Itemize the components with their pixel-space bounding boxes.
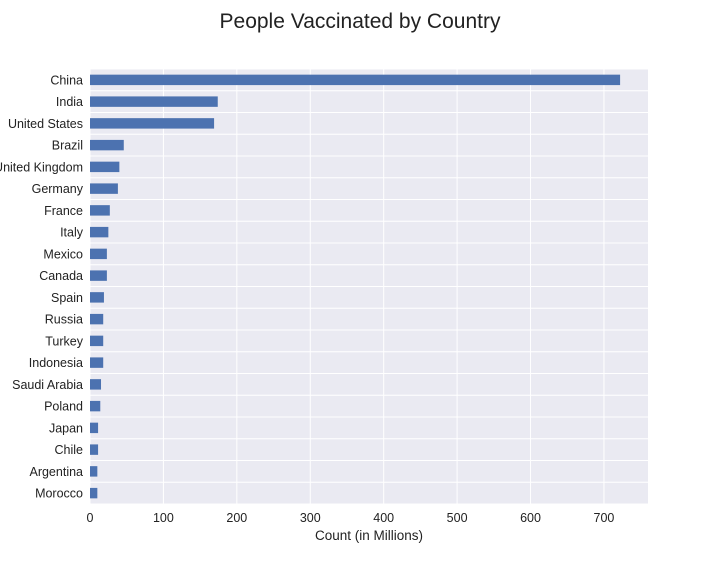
y-tick-label: Russia xyxy=(45,313,83,327)
x-tick-label: 600 xyxy=(520,511,541,525)
x-tick-label: 100 xyxy=(153,511,174,525)
x-axis-label: Count (in Millions) xyxy=(315,528,423,543)
x-tick-label: 500 xyxy=(447,511,468,525)
y-tick-label: Germany xyxy=(32,182,84,196)
y-tick-label: Morocco xyxy=(35,487,83,501)
y-tick-label: Brazil xyxy=(52,139,83,153)
bar-china xyxy=(90,74,621,86)
y-axis-tick-labels: China India United States Brazil United King… xyxy=(0,73,84,500)
y-tick-label: Italy xyxy=(60,226,84,240)
bar-russia xyxy=(90,313,104,325)
y-tick-label: Spain xyxy=(51,291,83,305)
x-tick-label: 700 xyxy=(594,511,615,525)
bar-italy xyxy=(90,226,109,238)
y-tick-label: Indonesia xyxy=(29,356,83,370)
x-axis-tick-labels: 0 100 200 300 400 500 600 700 xyxy=(87,511,615,525)
bar-indonesia xyxy=(90,357,104,368)
bar-poland xyxy=(90,400,101,412)
bar-spain xyxy=(90,292,104,303)
y-tick-label: Saudi Arabia xyxy=(12,378,83,392)
y-tick-label: India xyxy=(56,95,83,109)
y-tick-label: Chile xyxy=(55,443,84,457)
y-tick-label: Turkey xyxy=(45,334,83,348)
bar-united-kingdom xyxy=(90,161,120,173)
bar-saudi-arabia xyxy=(90,379,102,390)
y-tick-label: China xyxy=(50,73,83,87)
y-tick-label: Japan xyxy=(49,421,83,435)
bar-brazil xyxy=(90,139,124,151)
grid-lines xyxy=(89,68,648,505)
y-tick-label: Poland xyxy=(44,400,83,414)
bar-turkey xyxy=(90,335,104,347)
bar-chile xyxy=(90,444,99,455)
bars xyxy=(90,74,621,499)
x-tick-label: 300 xyxy=(300,511,321,525)
bar-united-states xyxy=(90,118,215,129)
x-tick-label: 0 xyxy=(87,511,94,525)
y-tick-label: United States xyxy=(8,117,83,131)
y-tick-label: Mexico xyxy=(43,247,83,261)
bar-germany xyxy=(90,183,118,194)
bar-france xyxy=(90,205,110,216)
y-tick-label: United Kingdom xyxy=(0,160,83,174)
bar-argentina xyxy=(90,466,98,477)
y-tick-label: Canada xyxy=(39,269,83,283)
bar-japan xyxy=(90,422,99,434)
y-tick-label: Argentina xyxy=(29,465,83,479)
x-tick-label: 400 xyxy=(373,511,394,525)
bar-morocco xyxy=(90,487,98,499)
bar-mexico xyxy=(90,248,107,260)
y-tick-label: France xyxy=(44,204,83,218)
bar-canada xyxy=(90,270,107,281)
x-tick-label: 200 xyxy=(226,511,247,525)
bar-india xyxy=(90,96,218,107)
chart-title: People Vaccinated by Country xyxy=(220,10,501,33)
